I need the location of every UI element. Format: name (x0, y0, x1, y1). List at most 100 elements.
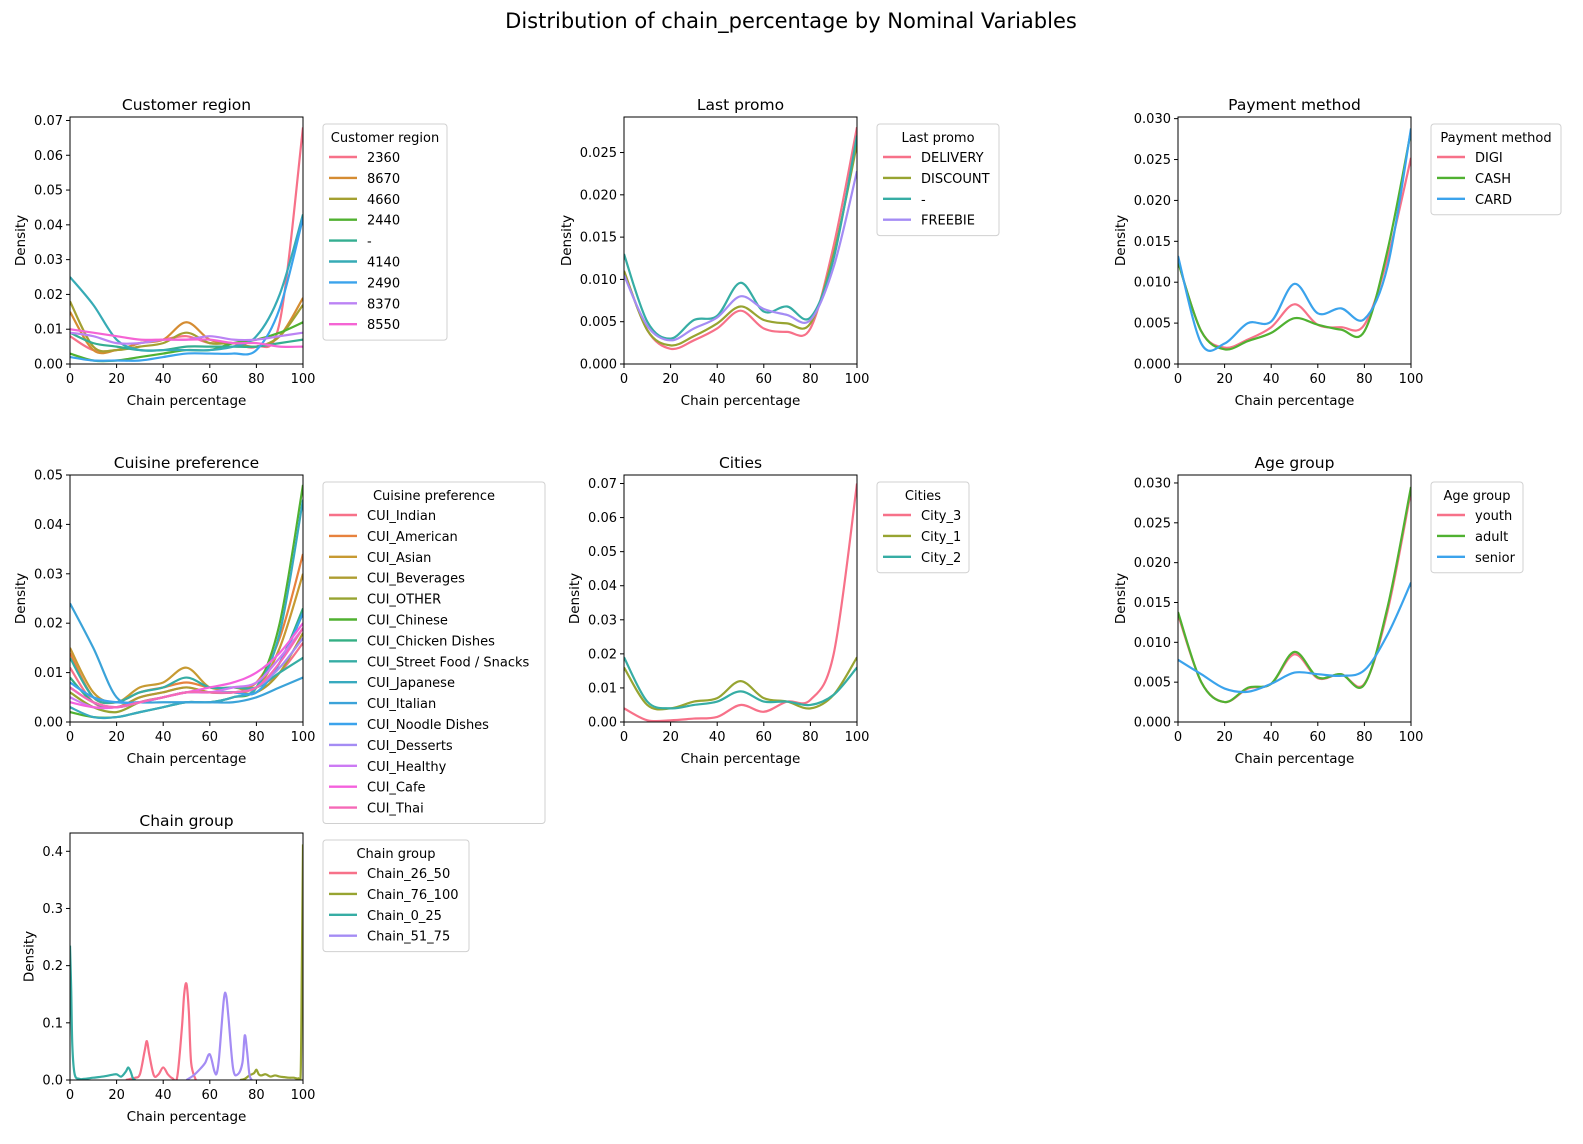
y-tick-label: 0.005 (580, 315, 617, 330)
panel-title: Chain group (139, 812, 233, 830)
y-tick-label: 0.1 (42, 1016, 63, 1031)
legend-entry-senior: senior (1475, 551, 1516, 566)
series-group (624, 483, 857, 722)
y-tick-label: 0.000 (1134, 358, 1171, 373)
legend-entry-freebie: FREEBIE (921, 214, 975, 229)
x-tick-label: 0 (66, 730, 74, 745)
y-tick-label: 0.020 (1134, 194, 1171, 209)
x-tick-label: 100 (291, 372, 316, 387)
legend-box (322, 839, 470, 953)
legend-entry-4660: 4660 (367, 193, 400, 208)
x-tick-label: 0 (620, 372, 628, 387)
x-tick-label: 100 (1399, 730, 1424, 745)
chart-panel-payment-method: Payment method 0 20 40 60 80 100 0.000 0.005 0.01… (1113, 96, 1562, 409)
x-tick-label: 60 (756, 730, 773, 745)
series-group (1178, 486, 1411, 704)
legend-title: Cuisine preference (373, 489, 495, 504)
y-tick-label: 0.000 (580, 358, 617, 373)
legend-entry-2490: 2490 (367, 276, 400, 291)
x-tick-label: 100 (845, 372, 870, 387)
legend: Chain group Chain_26_50 Chain_76_100 Chain_… (322, 839, 470, 953)
x-tick-label: 40 (155, 730, 172, 745)
y-axis-label: Density (21, 931, 37, 982)
legend-entry-chain-0-25: Chain_0_25 (367, 909, 442, 924)
chart-panel-chain-group: Chain group 0 20 40 60 80 100 0.0 0.1 0.2 0.3 0.4 Ch… (21, 812, 470, 1125)
y-tick-label: 0.03 (588, 613, 617, 628)
y-tick-label: 0.015 (1134, 596, 1171, 611)
legend-entry-cui-japanese: CUI_Japanese (367, 676, 455, 691)
series-group (70, 484, 303, 720)
legend-entry-adult: adult (1475, 530, 1508, 545)
x-axis-label: Chain percentage (127, 1109, 247, 1125)
panel-title: Age group (1255, 454, 1335, 472)
y-tick-label: 0.020 (1134, 556, 1171, 571)
legend-entry-discount: DISCOUNT (921, 172, 990, 187)
series-group (70, 844, 303, 1080)
y-tick-label: 0.020 (580, 188, 617, 203)
legend-entry-delivery: DELIVERY (921, 151, 984, 166)
y-tick-label: 0.03 (34, 567, 63, 582)
y-tick-label: 0.030 (1134, 112, 1171, 127)
legend-entry-cui-chicken-dishes: CUI_Chicken Dishes (367, 634, 495, 649)
axes-frame (623, 474, 858, 723)
x-tick-label: 20 (662, 372, 679, 387)
y-tick-label: 0.06 (34, 149, 63, 164)
x-tick-label: 40 (1263, 372, 1280, 387)
y-tick-label: 0.000 (1134, 716, 1171, 731)
legend-entry-cui-other: CUI_OTHER (367, 593, 441, 608)
legend-box (1430, 123, 1562, 216)
y-tick-label: 0.00 (34, 716, 63, 731)
legend-title: Payment method (1440, 131, 1551, 146)
legend-entry-cui-chinese: CUI_Chinese (367, 614, 448, 629)
x-axis-label: Chain percentage (127, 751, 247, 767)
series-line-chain-51-75 (185, 991, 253, 1080)
series-line-freebie (624, 170, 857, 342)
legend-entry-cui-american: CUI_American (367, 530, 458, 545)
legend: Payment method DIGI CASH CARD (1430, 123, 1562, 216)
x-tick-label: 80 (1356, 730, 1373, 745)
chart-panel-last-promo: Last promo 0 20 40 60 80 100 0.000 0.005 0.010 0.0… (559, 96, 1000, 409)
x-axis-label: Chain percentage (127, 393, 247, 409)
axes-frame (69, 116, 304, 365)
y-tick-label: 0.07 (588, 477, 617, 492)
y-tick-label: 0.02 (588, 647, 617, 662)
legend-box (1430, 481, 1524, 574)
legend-box (876, 123, 1000, 237)
y-tick-label: 0.07 (34, 114, 63, 129)
legend-entry-dash: - (921, 193, 926, 208)
legend-entry-city-2: City_2 (921, 551, 961, 566)
y-axis-label: Density (1113, 215, 1129, 266)
x-tick-label: 40 (155, 1088, 172, 1103)
axes-frame (623, 116, 858, 365)
x-tick-label: 40 (1263, 730, 1280, 745)
y-axis-label: Density (1113, 573, 1129, 624)
legend-entry-2440: 2440 (367, 214, 400, 229)
x-tick-label: 60 (202, 372, 219, 387)
legend-entry-cui-noodle-dishes: CUI_Noodle Dishes (367, 718, 489, 733)
series-line-8550 (70, 328, 303, 348)
legend-entry-cui-thai: CUI_Thai (367, 802, 424, 817)
x-tick-label: 80 (1356, 372, 1373, 387)
series-line-discount (624, 143, 857, 347)
y-tick-label: 0.025 (1134, 516, 1171, 531)
y-tick-label: 0.015 (580, 231, 617, 246)
x-tick-label: 0 (66, 372, 74, 387)
y-tick-label: 0.06 (588, 511, 617, 526)
y-tick-label: 0.01 (34, 666, 63, 681)
series-line-2490 (70, 217, 303, 362)
y-tick-label: 0.05 (588, 545, 617, 560)
series-line-digi (1178, 157, 1411, 349)
y-axis-label: Density (13, 573, 29, 624)
y-tick-label: 0.05 (34, 469, 63, 484)
series-group (70, 127, 303, 363)
x-axis-label: Chain percentage (681, 751, 801, 767)
x-tick-label: 60 (202, 730, 219, 745)
x-tick-label: 100 (1399, 372, 1424, 387)
legend-title: Last promo (901, 131, 974, 146)
y-tick-label: 0.00 (588, 716, 617, 731)
y-tick-label: 0.010 (1134, 636, 1171, 651)
x-tick-label: 40 (155, 372, 172, 387)
x-tick-label: 60 (1310, 730, 1327, 745)
panel-title: Payment method (1228, 96, 1361, 114)
series-line-dash (70, 331, 303, 352)
